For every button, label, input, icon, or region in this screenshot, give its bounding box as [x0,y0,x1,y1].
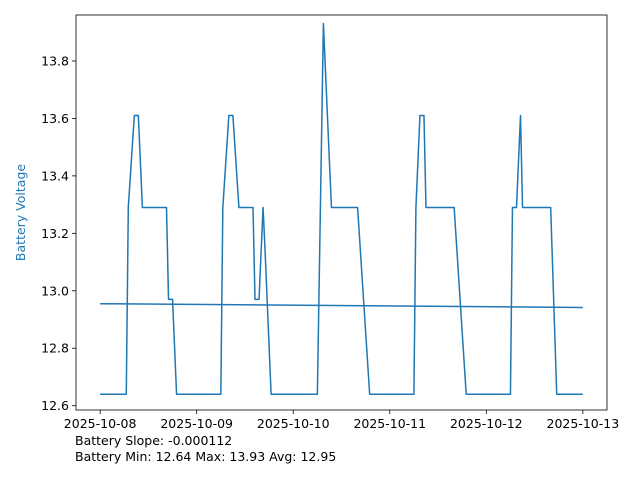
x-tick-label: 2025-10-08 [64,416,137,431]
x-tick-label: 2025-10-10 [257,416,330,431]
battery-trend-line [100,302,583,309]
y-tick-label: 13.8 [41,53,69,68]
y-tick-label: 13.4 [41,168,69,183]
y-tick-label: 12.8 [41,341,69,356]
stats-block: Battery Slope: -0.000112 Battery Min: 12… [75,433,336,465]
x-tick-label: 2025-10-11 [353,416,426,431]
y-tick-label: 13.0 [41,283,69,298]
x-tick-label: 2025-10-13 [547,416,620,431]
y-axis-label: Battery Voltage [13,164,28,261]
battery-minmax-text: Battery Min: 12.64 Max: 13.93 Avg: 12.95 [75,449,337,464]
x-tick-label: 2025-10-09 [160,416,233,431]
y-tick-label: 13.6 [41,111,69,126]
y-tick-label: 12.6 [41,398,69,413]
battery-slope-text: Battery Slope: -0.000112 [75,433,233,448]
plot-frame [75,14,608,411]
y-tick-label: 13.2 [41,226,69,241]
x-tick-label: 2025-10-12 [450,416,523,431]
battery-voltage-line [100,22,583,395]
